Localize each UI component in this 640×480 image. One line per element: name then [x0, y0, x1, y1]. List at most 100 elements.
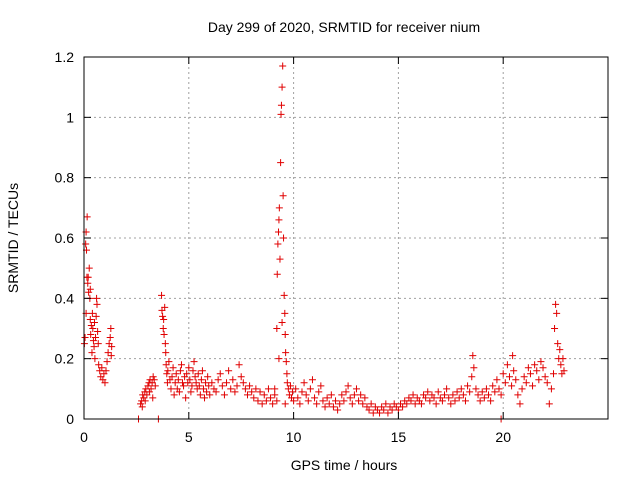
data-point: [497, 391, 505, 399]
data-point: [292, 385, 300, 393]
data-point: [361, 394, 369, 402]
data-point: [449, 391, 457, 399]
data-point: [243, 391, 251, 399]
data-point: [203, 388, 211, 396]
data-point: [267, 394, 275, 402]
data-point: [170, 391, 178, 399]
data-point: [359, 400, 367, 408]
x-tick-label: 15: [391, 429, 407, 445]
data-point: [547, 385, 555, 393]
data-point: [87, 321, 95, 329]
data-point: [327, 391, 335, 399]
data-point: [434, 388, 442, 396]
data-point: [294, 394, 302, 402]
data-point: [271, 385, 279, 393]
data-point: [323, 394, 331, 402]
data-point: [138, 403, 146, 411]
data-point: [411, 400, 419, 408]
data-point: [518, 385, 526, 393]
data-point: [539, 364, 547, 372]
data-point: [264, 385, 272, 393]
data-point: [474, 391, 482, 399]
y-tick-label: 0.8: [55, 170, 75, 186]
data-point: [86, 315, 94, 323]
data-point: [159, 325, 167, 332]
data-point: [104, 349, 112, 357]
data-point: [145, 388, 153, 396]
data-point: [147, 385, 155, 393]
data-point: [169, 364, 177, 372]
y-tick-label: 0.6: [55, 230, 75, 246]
data-point: [459, 391, 467, 399]
data-point: [269, 400, 277, 408]
data-point: [334, 406, 342, 414]
data-point: [235, 361, 243, 369]
data-point: [417, 400, 425, 408]
data-point: [472, 385, 480, 393]
data-point: [447, 400, 455, 408]
data-point: [164, 367, 172, 375]
data-point: [380, 406, 388, 414]
data-point: [441, 391, 449, 399]
data-point: [325, 400, 333, 408]
data-point: [443, 385, 451, 393]
data-point: [550, 370, 558, 378]
data-point: [225, 367, 233, 375]
data-point: [241, 385, 249, 393]
data-point: [365, 406, 373, 414]
data-point: [348, 400, 356, 408]
data-point: [487, 397, 495, 405]
data-point: [177, 361, 185, 369]
data-point: [510, 367, 518, 375]
data-point: [557, 361, 565, 369]
data-point: [185, 364, 193, 372]
data-point: [83, 273, 91, 281]
data-point: [491, 388, 499, 396]
data-point: [552, 300, 560, 308]
data-point: [88, 309, 96, 317]
data-point: [321, 403, 329, 411]
data-point: [499, 370, 507, 378]
data-point: [300, 379, 308, 387]
data-point: [376, 409, 384, 417]
data-point: [271, 391, 279, 399]
data-point: [336, 400, 344, 408]
data-point: [545, 400, 553, 408]
data-point: [229, 376, 237, 384]
data-point: [501, 379, 509, 387]
data-point: [315, 388, 323, 396]
data-point: [482, 385, 490, 393]
data-point: [290, 397, 298, 405]
data-point: [180, 382, 188, 390]
data-point: [273, 397, 281, 405]
data-point: [338, 391, 346, 399]
data-point: [560, 367, 568, 375]
data-point: [537, 358, 545, 366]
data-point: [194, 370, 202, 378]
y-tick-label: 1.2: [55, 49, 75, 65]
y-axis-title: SRMTID / TECUs: [5, 183, 21, 293]
data-point: [239, 379, 247, 387]
data-point: [279, 192, 287, 200]
data-point: [344, 382, 352, 390]
data-point: [296, 400, 304, 408]
data-point: [278, 83, 286, 91]
data-point: [468, 373, 476, 381]
data-point: [302, 391, 310, 399]
data-point: [355, 397, 363, 405]
data-point: [280, 291, 288, 299]
data-point: [163, 370, 171, 378]
data-point: [88, 349, 96, 357]
data-point: [199, 385, 207, 393]
data-point: [464, 382, 472, 390]
x-tick-label: 20: [495, 429, 511, 445]
data-point: [190, 358, 198, 366]
data-point: [182, 394, 190, 402]
data-point: [280, 234, 288, 242]
data-point: [248, 388, 256, 396]
data-point: [340, 397, 348, 405]
data-point: [543, 379, 551, 387]
data-point: [289, 388, 297, 396]
data-point: [186, 376, 194, 384]
data-point: [352, 385, 360, 393]
